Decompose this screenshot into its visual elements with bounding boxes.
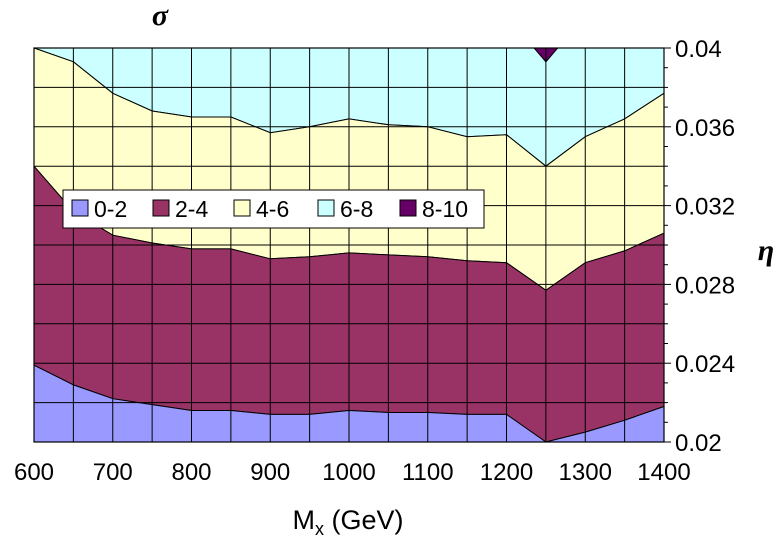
legend-label: 0-2 <box>94 196 127 222</box>
y-tick-label: 0.036 <box>675 115 735 142</box>
legend-item: 4-6 <box>233 196 289 222</box>
grid-lines <box>33 47 665 443</box>
y-axis-title: η <box>758 234 774 267</box>
x-axis-ticks: 600 700 800 900 1000 1100 1200 1300 1400 <box>14 459 691 486</box>
legend-swatch <box>233 199 251 217</box>
legend-item: 8-10 <box>399 196 468 222</box>
x-tick-label: 1100 <box>402 459 454 486</box>
x-tick-label: 700 <box>93 459 133 486</box>
y-tick-label: 0.02 <box>675 430 722 457</box>
x-tick-label: 600 <box>14 459 54 486</box>
x-tick-label: 800 <box>171 459 211 486</box>
x-axis-title: Mx (GeV) <box>292 505 403 537</box>
legend-swatch <box>317 199 335 217</box>
y-tick-label: 0.04 <box>675 36 722 63</box>
chart-title: σ <box>152 0 169 32</box>
legend-item: 2-4 <box>152 196 208 222</box>
x-tick-label: 1400 <box>637 459 690 486</box>
legend-swatch <box>399 199 417 217</box>
x-tick-label: 1000 <box>322 459 375 486</box>
x-tick-label: 1200 <box>480 459 533 486</box>
x-tick-label: 1300 <box>559 459 612 486</box>
legend-swatch <box>152 199 170 217</box>
y-tick-label: 0.028 <box>675 272 735 299</box>
legend-label: 8-10 <box>422 196 468 222</box>
legend-label: 6-8 <box>340 196 373 222</box>
legend-label: 4-6 <box>256 196 289 222</box>
legend-swatch <box>71 199 89 217</box>
legend: 0-2 2-4 4-6 6-8 8-10 <box>62 189 485 229</box>
legend-label: 2-4 <box>175 196 208 222</box>
legend-item: 0-2 <box>71 196 127 222</box>
legend-item: 6-8 <box>317 196 373 222</box>
y-tick-label: 0.024 <box>675 351 735 378</box>
x-tick-label: 900 <box>250 459 290 486</box>
y-tick-label: 0.032 <box>675 194 735 221</box>
y-axis-ticks: 0.02 0.024 0.028 0.032 0.036 0.04 <box>664 36 735 457</box>
